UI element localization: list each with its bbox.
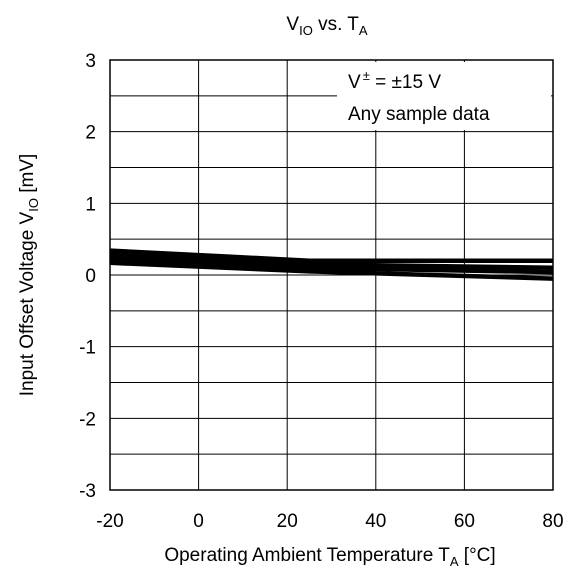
y-tick-label: -1 (79, 338, 96, 359)
x-tick-labels: -20 0 20 40 60 80 (96, 511, 563, 532)
y-tick-label: -2 (79, 409, 96, 430)
y-tick-label: 2 (85, 123, 96, 144)
y-tick-label: 0 (85, 266, 96, 287)
grid (110, 60, 553, 490)
plot-frame (109, 59, 554, 491)
annotation-line2: Any sample data (348, 104, 490, 125)
annotation-box (337, 62, 551, 130)
chart-title: VIO vs. TA (286, 14, 368, 38)
x-tick-label: 60 (454, 511, 475, 532)
series-line-3 (109, 256, 554, 275)
x-tick-label: 80 (542, 511, 563, 532)
y-axis-label: Input Offset Voltage VIO [mV] (17, 154, 41, 397)
y-tick-label: 1 (85, 194, 96, 215)
series-group (109, 248, 554, 281)
series-line-1 (109, 248, 553, 263)
series-line-4 (109, 260, 554, 281)
series-line-2 (109, 252, 554, 271)
y-tick-label: -3 (79, 481, 96, 502)
x-tick-label: -20 (96, 511, 123, 532)
x-tick-label: 40 (365, 511, 386, 532)
annotation-line1: V ± = ±15 V (348, 68, 441, 93)
y-tick-label: 3 (85, 51, 96, 72)
x-tick-label: 0 (193, 511, 204, 532)
y-tick-labels: 3 2 1 0 -1 -2 -3 (79, 51, 96, 502)
x-axis-label: Operating Ambient Temperature TA [°C] (164, 545, 495, 569)
x-tick-label: 20 (277, 511, 298, 532)
